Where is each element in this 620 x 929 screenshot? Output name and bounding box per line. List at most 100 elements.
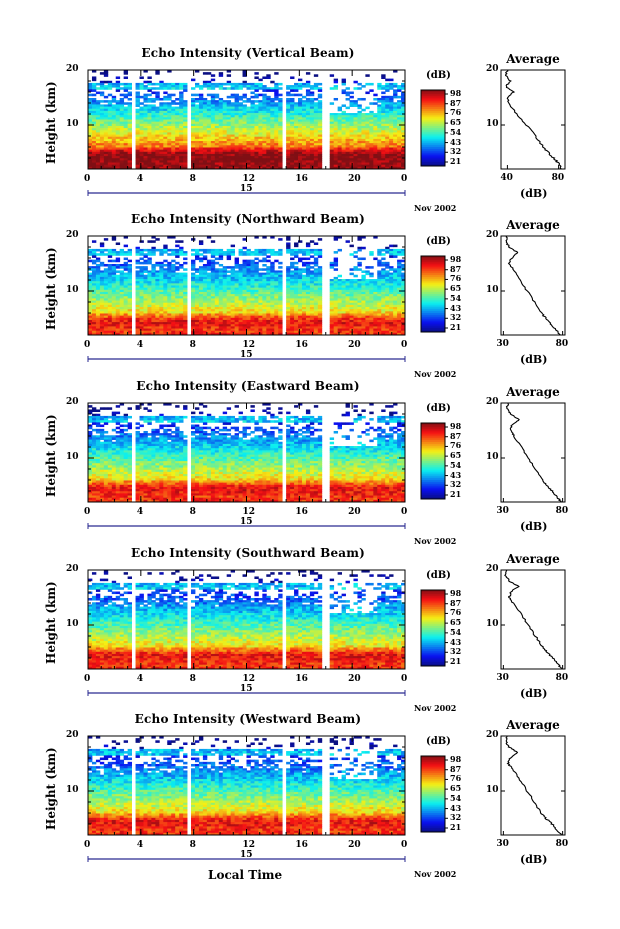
colorbar-swatch [421,131,445,135]
y-tick-label: 20 [66,397,79,407]
colorbar-swatch [421,309,445,312]
colorbar-swatch [421,591,445,595]
colorbar-swatch [421,148,445,152]
colorbar-swatch [421,156,445,159]
colorbar-swatch [421,256,445,259]
colorbar-swatch [421,828,445,831]
colorbar-swatch [421,118,445,121]
colorbar-swatch [421,635,445,638]
colorbar-tick-label: 98 [450,254,462,264]
average-x-tick-label: 40 [500,173,513,183]
colorbar-swatch [421,436,445,439]
colorbar-swatch [421,639,445,642]
colorbar-swatch [421,595,445,599]
colorbar-tick-label: 43 [450,302,462,313]
day-label: 15 [240,184,253,194]
y-tick-label: 20 [66,730,79,740]
colorbar-swatch [421,122,445,125]
colorbar-swatch [421,822,445,825]
colorbar-swatch [421,261,445,265]
colorbar-tick-label: 87 [450,763,462,774]
heatmap-svg [87,69,566,196]
colorbar-swatch [421,311,445,314]
average-frame [500,402,566,503]
colorbar-swatch [421,434,445,437]
colorbar-swatch [421,305,445,308]
colorbar-swatch [421,110,445,114]
colorbar-swatch [421,763,445,766]
heatmap-svg [87,569,566,696]
colorbar-swatch [421,641,445,644]
colorbar-swatch [421,269,445,272]
colorbar-swatch [421,647,445,650]
colorbar-swatch [421,101,445,104]
average-frame [500,569,566,670]
average-profile-line [504,569,562,670]
colorbar-swatch [421,487,445,490]
average-x-tick-label: 80 [555,839,569,849]
colorbar-swatch [421,757,445,761]
colorbar-swatch [421,605,445,608]
colorbar-swatch [421,112,445,116]
day-label: 15 [240,517,253,527]
average-x-tick-label: 80 [551,173,565,183]
chart-title: Echo Intensity (Westward Beam) [134,712,362,726]
colorbar-swatch [421,137,445,140]
colorbar-swatch [421,816,445,820]
average-title: Average [506,552,560,566]
colorbar-swatch [421,474,445,477]
y-tick-label: 10 [66,785,79,795]
colorbar-tick-label: 32 [450,812,462,823]
average-unit: (dB) [520,353,548,366]
colorbar-swatch [421,776,445,780]
colorbar-swatch [421,120,445,123]
colorbar-frame [420,255,446,333]
colorbar-swatch [421,485,445,489]
colorbar-swatch [421,442,445,445]
average-y-tick-label: 10 [486,785,499,795]
y-tick-label: 10 [66,619,79,629]
colorbar-swatch [421,489,445,492]
chart-title: Echo Intensity (Vertical Beam) [141,46,355,60]
colorbar-swatch [421,290,445,293]
colorbar-swatch [421,459,445,462]
colorbar-frame [420,589,446,667]
average-profile-line [504,69,562,170]
beam-panel: Echo Intensity (Westward Beam) Height (km… [0,712,620,879]
colorbar-swatch [421,590,445,593]
colorbar-swatch [421,780,445,784]
heatmap-cells [88,570,406,670]
average-unit: (dB) [520,520,548,533]
colorbar-swatch [421,424,445,428]
colorbar-swatch [421,109,445,112]
colorbar-swatch [421,813,445,816]
x-tick-label: 20 [348,507,361,517]
heatmap-svg [87,402,566,529]
beam-panel: Echo Intensity (Vertical Beam) Height (km… [0,46,620,213]
colorbar-swatch [421,133,445,137]
x-tick-label: 8 [189,674,196,684]
colorbar-swatch [421,328,445,331]
colorbar-swatch [421,103,445,106]
colorbar-tick-label: 32 [450,146,462,157]
x-tick-label: 0 [401,174,408,184]
colorbar-tick-label: 98 [450,754,462,764]
colorbar-swatch [421,326,445,329]
y-tick-label: 20 [66,230,79,240]
colorbar-swatch [421,297,445,301]
x-tick-label: 16 [295,340,308,350]
x-tick-label: 8 [189,174,196,184]
colorbar-swatch [421,792,445,795]
y-tick-label: 10 [66,452,79,462]
colorbar-swatch [421,322,445,325]
x-tick-label: 0 [401,340,408,350]
heatmap-svg [87,735,566,862]
date-label: Nov 2002 [414,369,457,379]
colorbar-swatch [421,618,445,621]
x-tick-label: 16 [295,174,308,184]
average-y-tick-label: 20 [486,64,499,74]
chart-title: Echo Intensity (Eastward Beam) [136,379,360,393]
average-unit: (dB) [520,687,548,700]
x-tick-label: 0 [84,674,91,684]
colorbar-swatch [421,493,445,496]
